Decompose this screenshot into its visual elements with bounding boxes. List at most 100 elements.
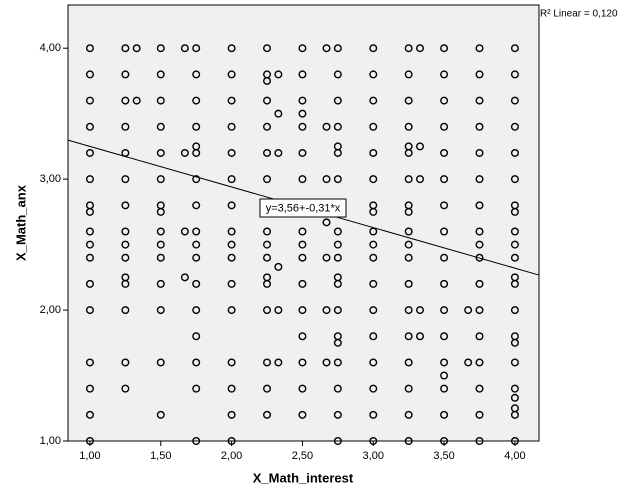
point (510, 338, 519, 347)
point (156, 96, 165, 105)
point (298, 410, 307, 419)
point (404, 227, 413, 236)
point (156, 122, 165, 131)
point (121, 306, 130, 315)
point (404, 207, 413, 216)
point (440, 384, 449, 393)
point (333, 240, 342, 249)
point (510, 393, 519, 402)
point (416, 306, 425, 315)
point (369, 279, 378, 288)
point (227, 70, 236, 79)
point (121, 253, 130, 262)
point (85, 253, 94, 262)
point (192, 437, 201, 446)
point (192, 306, 201, 315)
point (156, 207, 165, 216)
point (227, 175, 236, 184)
point (263, 227, 272, 236)
y-axis-title: X_Math_anx (13, 184, 28, 261)
point (156, 70, 165, 79)
point (475, 96, 484, 105)
point (404, 175, 413, 184)
point (227, 148, 236, 157)
point (416, 332, 425, 341)
point (192, 201, 201, 210)
point (404, 253, 413, 262)
point (298, 306, 307, 315)
point (475, 175, 484, 184)
point (85, 148, 94, 157)
point (192, 240, 201, 249)
point (510, 70, 519, 79)
point (404, 358, 413, 367)
x-tick-label: 3,00 (363, 450, 384, 462)
point (475, 227, 484, 236)
point (369, 332, 378, 341)
point (440, 227, 449, 236)
point (263, 44, 272, 53)
point (369, 122, 378, 131)
point (263, 253, 272, 262)
point (475, 306, 484, 315)
point (510, 253, 519, 262)
point (121, 44, 130, 53)
point (263, 76, 272, 85)
point (369, 384, 378, 393)
point (274, 70, 283, 79)
point (192, 279, 201, 288)
point (333, 384, 342, 393)
point (298, 70, 307, 79)
point (85, 207, 94, 216)
point (85, 96, 94, 105)
point (464, 358, 473, 367)
point (369, 306, 378, 315)
x-tick-label: 1,50 (150, 450, 171, 462)
point (85, 306, 94, 315)
point (263, 279, 272, 288)
point (298, 227, 307, 236)
point (298, 240, 307, 249)
marks (67, 44, 540, 446)
point (416, 44, 425, 53)
point (263, 122, 272, 131)
point (192, 358, 201, 367)
point (156, 253, 165, 262)
point (85, 70, 94, 79)
point (121, 175, 130, 184)
point (475, 332, 484, 341)
point (440, 44, 449, 53)
point (404, 96, 413, 105)
point (440, 371, 449, 380)
point (404, 279, 413, 288)
point (440, 70, 449, 79)
point (475, 201, 484, 210)
point (263, 384, 272, 393)
point (227, 96, 236, 105)
point (333, 410, 342, 419)
point (440, 332, 449, 341)
point (227, 306, 236, 315)
point (333, 70, 342, 79)
point (510, 227, 519, 236)
point (369, 70, 378, 79)
point (440, 175, 449, 184)
point (440, 253, 449, 262)
point (416, 142, 425, 151)
point (369, 410, 378, 419)
point (322, 122, 331, 131)
point (298, 279, 307, 288)
point (192, 70, 201, 79)
point (121, 122, 130, 131)
point (510, 410, 519, 419)
point (263, 175, 272, 184)
point (274, 262, 283, 271)
point (322, 306, 331, 315)
point (404, 437, 413, 446)
point (132, 44, 141, 53)
point (263, 410, 272, 419)
point (369, 207, 378, 216)
point (333, 122, 342, 131)
fit-label: y=3,56+-0,31*x (266, 202, 341, 214)
point (333, 358, 342, 367)
